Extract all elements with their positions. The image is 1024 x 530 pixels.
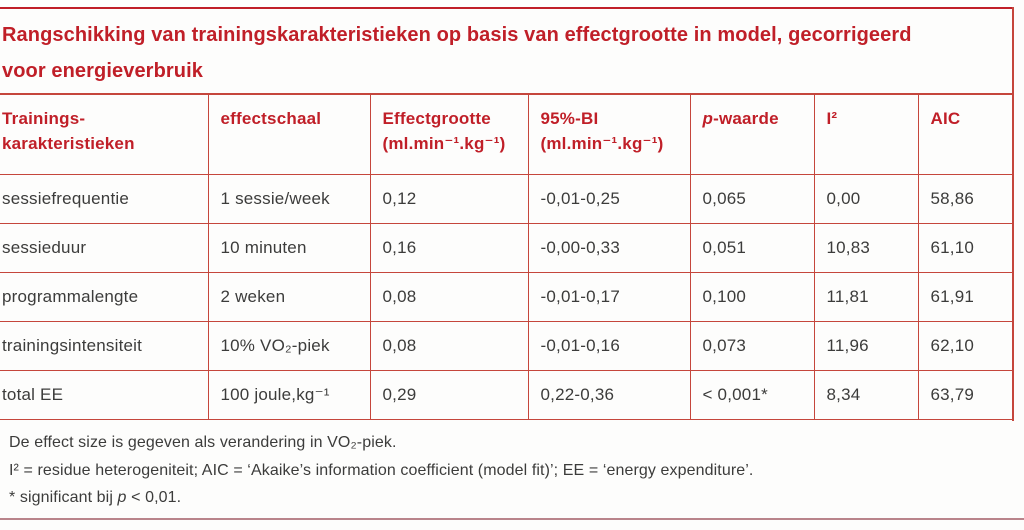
table-row: sessiefrequentie 1 sessie/week 0,12 -0,0… bbox=[0, 173, 1014, 224]
cell-name: trainingsintensiteit bbox=[0, 320, 209, 371]
bottom-rule bbox=[0, 518, 1024, 520]
footnote-significance-pre: * significant bij bbox=[9, 489, 118, 506]
cell-p: 0,100 bbox=[689, 271, 815, 322]
header-col1-line2: karakteristieken bbox=[2, 134, 135, 153]
cell-aic: 62,10 bbox=[917, 320, 1014, 371]
header-p-waarde: p-waarde bbox=[689, 93, 815, 175]
cell-p: 0,065 bbox=[689, 173, 815, 224]
cell-p: 0,051 bbox=[689, 222, 815, 273]
cell-effect: 0,29 bbox=[369, 369, 529, 420]
top-rule bbox=[0, 7, 1014, 9]
cell-p: < 0,001* bbox=[689, 369, 815, 420]
cell-effect: 0,08 bbox=[369, 271, 529, 322]
table-row: total EE 100 joule,kg⁻¹ 0,29 0,22-0,36 <… bbox=[0, 369, 1014, 420]
cell-effect: 0,12 bbox=[369, 173, 529, 224]
header-col3-line1: Effectgrootte bbox=[382, 109, 491, 128]
header-col3-line2: (ml.min⁻¹.kg⁻¹) bbox=[382, 134, 506, 153]
header-95-bi: 95%-BI (ml.min⁻¹.kg⁻¹) bbox=[527, 93, 691, 175]
footnote-significance-post: < 0,01. bbox=[126, 489, 182, 506]
cell-i2: 0,00 bbox=[813, 173, 919, 224]
table-title-line1: Rangschikking van trainingskarakteristie… bbox=[2, 24, 912, 46]
cell-i2: 11,81 bbox=[813, 271, 919, 322]
cell-name: sessiefrequentie bbox=[0, 173, 209, 224]
cell-bi: -0,01-0,16 bbox=[527, 320, 691, 371]
header-aic: AIC bbox=[917, 93, 1014, 175]
cell-effect: 0,08 bbox=[369, 320, 529, 371]
cell-aic: 58,86 bbox=[917, 173, 1014, 224]
cell-schaal: 10% VO₂-piek bbox=[207, 320, 371, 371]
cell-bi: 0,22-0,36 bbox=[527, 369, 691, 420]
cell-name: programmalengte bbox=[0, 271, 209, 322]
cell-i2: 11,96 bbox=[813, 320, 919, 371]
cell-name: sessieduur bbox=[0, 222, 209, 273]
table-title: Rangschikking van trainingskarakteristie… bbox=[2, 17, 1007, 89]
cell-effect: 0,16 bbox=[369, 222, 529, 273]
header-i2: I² bbox=[813, 93, 919, 175]
table-row: sessieduur 10 minuten 0,16 -0,00-0,33 0,… bbox=[0, 222, 1014, 273]
header-p-rest: -waarde bbox=[713, 109, 779, 128]
footnote-abbreviations: I² = residue heterogeniteit; AIC = ‘Akai… bbox=[9, 461, 754, 479]
header-effectschaal: effectschaal bbox=[207, 93, 371, 175]
header-col4-line2: (ml.min⁻¹.kg⁻¹) bbox=[540, 134, 664, 153]
cell-bi: -0,01-0,17 bbox=[527, 271, 691, 322]
cell-p: 0,073 bbox=[689, 320, 815, 371]
cell-bi: -0,00-0,33 bbox=[527, 222, 691, 273]
table-row: trainingsintensiteit 10% VO₂-piek 0,08 -… bbox=[0, 320, 1014, 371]
footnotes: De effect size is gegeven als veranderin… bbox=[9, 429, 1009, 512]
cell-aic: 61,10 bbox=[917, 222, 1014, 273]
cell-bi: -0,01-0,25 bbox=[527, 173, 691, 224]
footnote-significance: * significant bij p < 0,01. bbox=[9, 484, 1009, 512]
header-col4-line1: 95%-BI bbox=[540, 109, 599, 128]
footnote-significance-p: p bbox=[117, 489, 127, 506]
cell-schaal: 2 weken bbox=[207, 271, 371, 322]
header-effectgrootte: Effectgrootte (ml.min⁻¹.kg⁻¹) bbox=[369, 93, 529, 175]
cell-i2: 10,83 bbox=[813, 222, 919, 273]
footnote-effect-size: De effect size is gegeven als veranderin… bbox=[9, 434, 397, 451]
cell-schaal: 1 sessie/week bbox=[207, 173, 371, 224]
cell-schaal: 10 minuten bbox=[207, 222, 371, 273]
cell-aic: 63,79 bbox=[917, 369, 1014, 420]
header-row: Trainings- karakteristieken effectschaal… bbox=[0, 93, 1014, 175]
cell-aic: 61,91 bbox=[917, 271, 1014, 322]
cell-i2: 8,34 bbox=[813, 369, 919, 420]
header-p-italic: p bbox=[702, 109, 714, 128]
header-trainingskarakteristieken: Trainings- karakteristieken bbox=[0, 93, 209, 175]
cell-schaal: 100 joule,kg⁻¹ bbox=[207, 369, 371, 420]
table-title-line2: voor energieverbruik bbox=[2, 60, 203, 82]
header-col1-line1: Trainings- bbox=[2, 109, 86, 128]
cell-name: total EE bbox=[0, 369, 209, 420]
results-table: Trainings- karakteristieken effectschaal… bbox=[0, 93, 1014, 420]
table-row: programmalengte 2 weken 0,08 -0,01-0,17 … bbox=[0, 271, 1014, 322]
